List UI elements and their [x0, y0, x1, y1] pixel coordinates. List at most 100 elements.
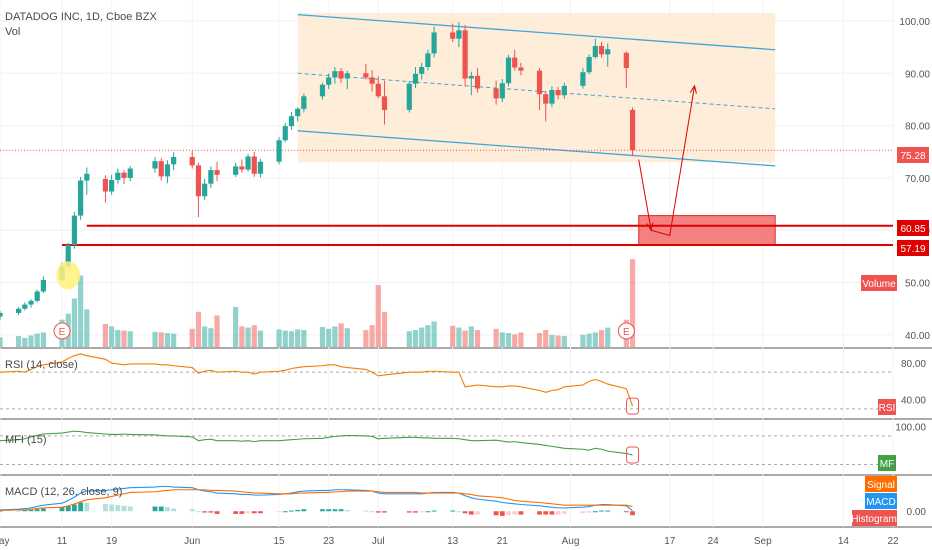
candle-body	[468, 75, 474, 79]
candle-body	[456, 30, 462, 39]
mfi-last-marker	[626, 446, 640, 464]
macd-histogram-bar	[344, 509, 350, 512]
candle-body	[543, 94, 549, 104]
volume-bar	[102, 323, 109, 347]
candle-body	[369, 77, 375, 84]
macd-histogram-bar	[276, 511, 282, 513]
macd-histogram-bar	[493, 511, 499, 516]
volume-bar	[121, 330, 127, 347]
macd-histogram-bar	[450, 510, 456, 512]
rsi-tick-label: 40.00	[901, 396, 926, 407]
macd-histogram-bar	[202, 511, 208, 513]
rsi-pane[interactable]	[0, 353, 893, 415]
date-tick-label: 15	[274, 536, 286, 547]
mfi-pane[interactable]	[0, 430, 893, 465]
macd-histogram-bar	[512, 511, 518, 515]
macd-histogram-bar	[171, 508, 177, 512]
candle-body	[505, 57, 512, 84]
volume-bar	[450, 325, 456, 347]
candle-body	[276, 140, 282, 162]
candle-body	[65, 244, 71, 267]
channel-lower-line	[297, 130, 776, 167]
macd-pane[interactable]	[0, 485, 635, 516]
candle-body	[518, 67, 524, 71]
macd-histogram-bar	[84, 502, 90, 512]
candle-body	[84, 173, 90, 181]
volume-bar	[561, 336, 567, 347]
channel-upper-line	[297, 14, 776, 51]
volume-bar	[586, 333, 592, 347]
candle-body	[301, 96, 307, 109]
candle-body	[605, 49, 611, 55]
candle-body	[425, 53, 431, 67]
channel-box	[297, 13, 776, 163]
candle-body	[251, 156, 257, 174]
rsi-last-marker	[626, 397, 640, 415]
candle-body	[214, 170, 220, 175]
macd-histogram-bar	[537, 511, 542, 515]
volume-bar	[78, 275, 84, 347]
candle-body	[78, 180, 84, 216]
volume-bar	[425, 325, 431, 347]
macd-histogram-bar	[431, 510, 437, 512]
candle-body	[493, 88, 499, 99]
volume-bar	[189, 328, 195, 347]
volume-legend-label: Vol	[5, 26, 20, 38]
macd-tag-text: MACD	[866, 497, 895, 508]
price-tick-label: 40.00	[905, 331, 930, 342]
volume-bar	[34, 333, 40, 347]
macd-histogram-bar	[59, 507, 65, 512]
volume-tag: Volume	[861, 275, 897, 291]
volume-bar	[406, 331, 412, 347]
macd-title: MACD (12, 26, close, 9)	[5, 486, 122, 498]
candle-body	[40, 279, 47, 292]
macd-histogram-bar	[499, 511, 505, 516]
macd-histogram-bar	[425, 511, 431, 513]
candle-body	[208, 170, 214, 184]
date-tick-label: Jun	[184, 536, 200, 547]
volume-bar	[257, 330, 264, 347]
volume-bar	[16, 336, 22, 347]
macd-histogram-bar	[518, 511, 524, 515]
volume-bar	[598, 330, 605, 347]
macd-histogram-bar	[375, 511, 381, 513]
level-value-lower: 57.19	[900, 244, 925, 255]
rsi-tag-bg	[878, 399, 896, 415]
candle-body	[580, 72, 586, 86]
candle-body	[381, 96, 388, 110]
candle-body	[326, 77, 332, 85]
volume-bar	[28, 335, 34, 347]
macd-histogram-bar	[456, 511, 462, 513]
candle-body	[158, 161, 164, 177]
volume-bar	[499, 332, 505, 347]
volume-bar	[115, 330, 121, 347]
volume-bar	[282, 330, 288, 347]
candle-body	[16, 308, 22, 313]
mfi-tag: MF	[878, 455, 896, 471]
date-tick-label: 23	[323, 536, 335, 547]
date-tick-label: Sep	[754, 536, 772, 547]
volume-bar	[555, 335, 561, 347]
volume-bar	[202, 326, 208, 347]
volume-tag-text: Volume	[862, 279, 896, 290]
macd-histogram-bar	[214, 511, 220, 514]
volume-bar	[158, 332, 164, 347]
price-tick-label: 80.00	[905, 122, 930, 133]
volume-bar	[369, 325, 375, 347]
volume-bar	[251, 325, 257, 347]
histogram-tag-text: Histogram	[851, 514, 897, 525]
volume-bar	[505, 333, 512, 347]
candle-body	[109, 180, 115, 192]
candle-body	[344, 73, 350, 79]
level-value-upper: 60.85	[900, 224, 925, 235]
projection-arrowhead-down	[646, 222, 654, 232]
candle-body	[121, 172, 127, 178]
volume-bar	[543, 330, 549, 347]
date-tick-label: Aug	[562, 536, 580, 547]
macd-histogram-bar	[208, 511, 214, 513]
level-tag-upper: 60.85	[897, 220, 929, 236]
macd-histogram-bar	[630, 511, 635, 516]
macd-histogram-bar	[158, 506, 164, 512]
rsi-line	[0, 353, 634, 407]
